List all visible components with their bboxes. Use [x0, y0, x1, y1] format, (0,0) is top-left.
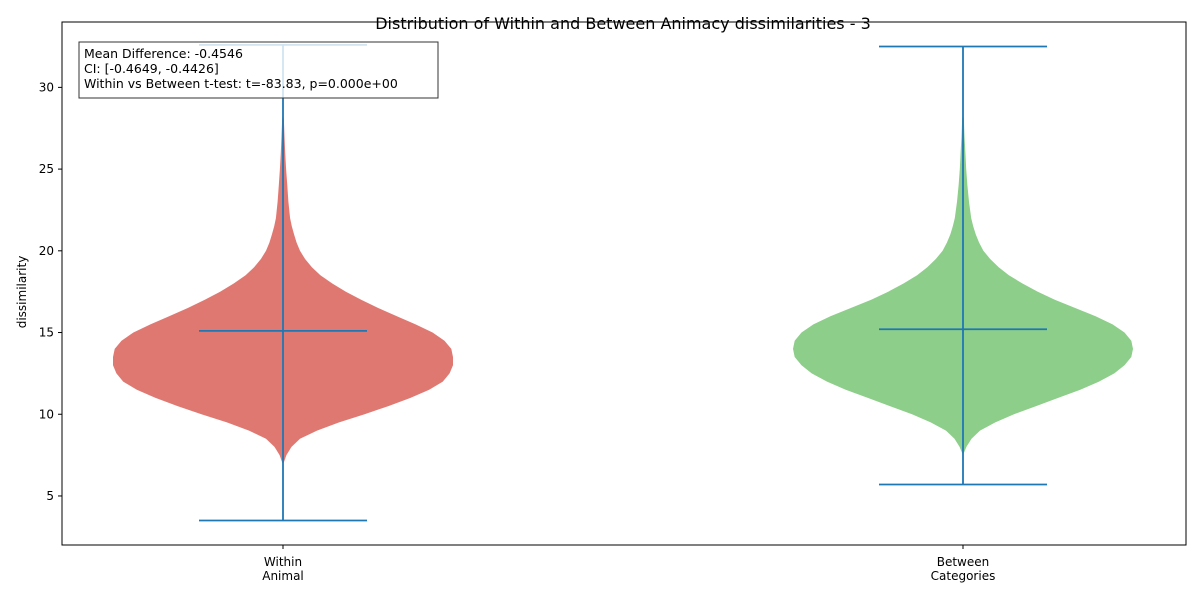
y-axis: 5 10 15 20 25 30: [39, 80, 62, 503]
y-tick-label-5: 5: [46, 489, 54, 503]
annotation-box: [78, 41, 439, 99]
x-tick-label-0-0: Within: [264, 555, 302, 569]
x-tick-label-1-0: Between: [937, 555, 990, 569]
chart-title: Distribution of Within and Between Anima…: [375, 14, 871, 33]
y-tick-label-20: 20: [39, 244, 54, 258]
y-tick-label-15: 15: [39, 326, 54, 340]
plot-area: [113, 43, 1133, 522]
annotation-line-2: Within vs Between t-test: t=-83.83, p=0.…: [84, 76, 398, 91]
x-tick-label-1-1: Categories: [931, 569, 996, 583]
y-tick-label-25: 25: [39, 162, 54, 176]
y-axis-label: dissimilarity: [15, 256, 29, 329]
y-tick-label-10: 10: [39, 407, 54, 421]
x-tick-label-0-1: Animal: [262, 569, 304, 583]
annotation-line-1: CI: [-0.4649, -0.4426]: [84, 61, 219, 76]
y-tick-label-30: 30: [39, 80, 54, 94]
plot-frame: [61, 21, 1187, 546]
annotation-line-0: Mean Difference: -0.4546: [84, 46, 243, 61]
